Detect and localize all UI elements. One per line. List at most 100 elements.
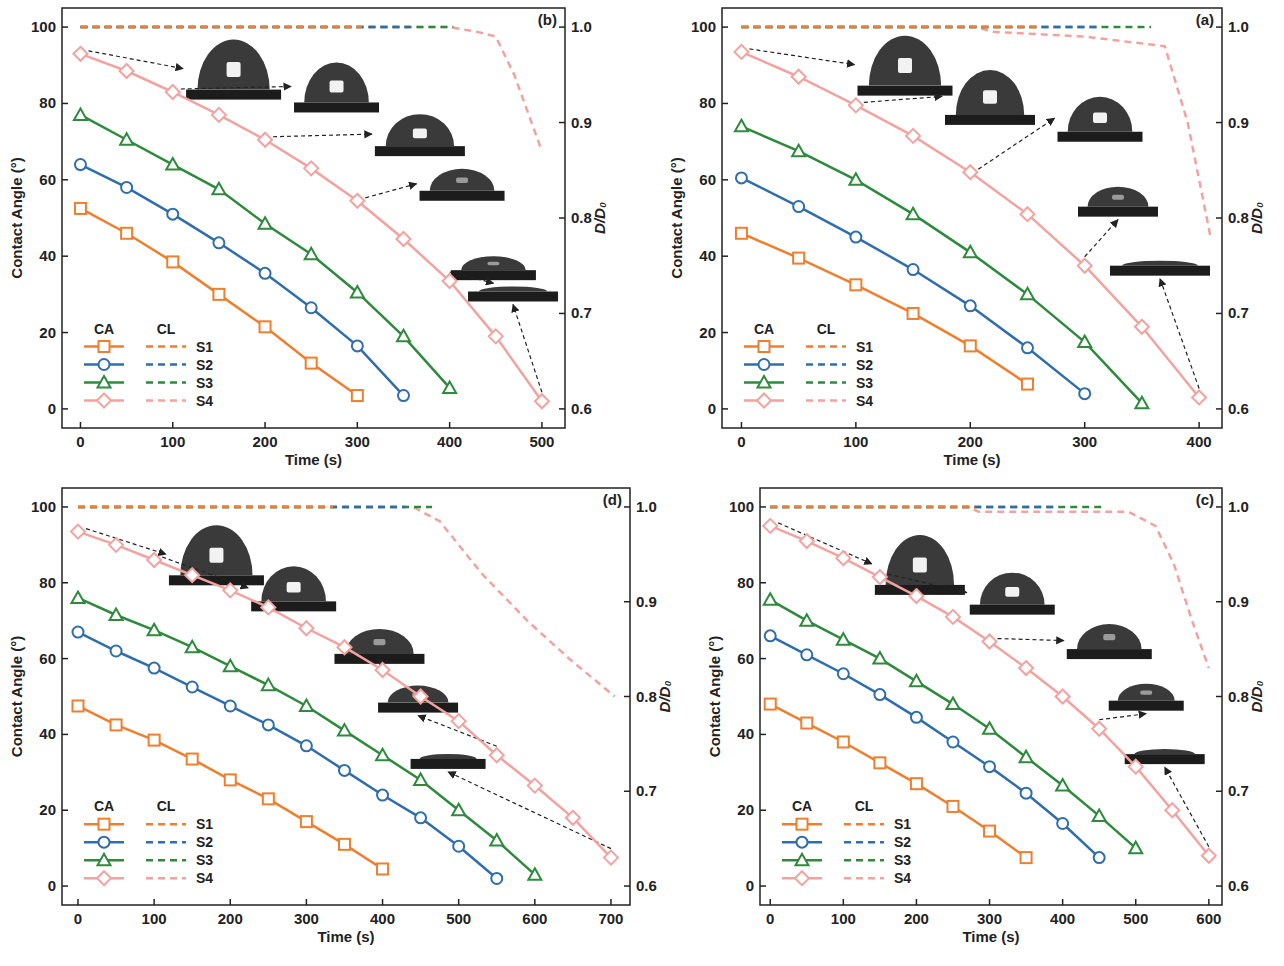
point (225, 774, 236, 785)
point (149, 735, 160, 746)
point (74, 108, 87, 120)
legend-label: S2 (894, 834, 911, 850)
ca-line (78, 598, 535, 875)
point (1202, 849, 1216, 863)
y-tick (760, 809, 766, 811)
cl-line (770, 506, 1104, 509)
point (763, 519, 777, 533)
droplet-image (1058, 97, 1143, 142)
ca-line (770, 636, 1099, 858)
droplet-image (186, 40, 281, 100)
point (376, 663, 390, 677)
x-tick (1135, 899, 1137, 905)
droplet (1088, 187, 1149, 207)
point (263, 793, 274, 804)
point (339, 765, 350, 776)
point (351, 286, 364, 298)
point (339, 839, 350, 850)
point (398, 390, 409, 401)
point (120, 64, 134, 78)
cl-line (741, 26, 1041, 29)
point (166, 158, 179, 170)
y2-tick-label: 0.9 (1228, 114, 1249, 131)
legend-marker (795, 871, 809, 885)
cl-line (78, 506, 405, 509)
x-tick (769, 899, 771, 905)
legend-header: CL (817, 321, 836, 337)
point (566, 811, 580, 825)
cl-line (78, 507, 615, 697)
y2-tick (1216, 26, 1222, 28)
point (874, 689, 885, 700)
y2-tick (1216, 408, 1222, 410)
inset-arrow (181, 86, 291, 89)
point (110, 608, 123, 620)
ca-line (78, 532, 611, 858)
inset-arrow (86, 529, 166, 555)
ca-line (80, 115, 449, 388)
y-tick (62, 103, 68, 105)
y-tick-label: 100 (31, 18, 56, 35)
point (947, 801, 958, 812)
point (735, 120, 748, 131)
legend-swatch-dashed (806, 345, 846, 348)
point (396, 232, 410, 246)
point (397, 330, 410, 342)
droplet (461, 256, 526, 270)
substrate (378, 703, 458, 713)
point (535, 394, 549, 408)
x-tick (843, 899, 845, 905)
substrate (294, 102, 379, 112)
point (908, 308, 919, 319)
droplet (304, 62, 369, 102)
point (1022, 342, 1033, 353)
point (1079, 388, 1090, 399)
point (983, 635, 997, 649)
droplet (388, 686, 449, 703)
x-tick (382, 899, 384, 905)
legend-marker (97, 871, 111, 885)
point (838, 736, 849, 747)
droplet (980, 573, 1045, 605)
point (223, 583, 237, 597)
droplet-image (378, 686, 458, 713)
point (984, 826, 995, 837)
point (836, 551, 850, 565)
legend-marker (99, 837, 110, 848)
point (1022, 379, 1033, 390)
point (109, 538, 123, 552)
point (301, 816, 312, 827)
y-tick (760, 734, 766, 736)
y2-tick-label: 0.9 (1228, 593, 1249, 610)
y2-tick (559, 122, 565, 124)
y-axis-title: Contact Angle (°) (8, 157, 25, 278)
y-tick (760, 658, 766, 660)
legend-label: S1 (196, 816, 213, 832)
point (1020, 751, 1033, 763)
x-tick (970, 422, 972, 428)
legend-marker (797, 837, 808, 848)
x-tick (80, 422, 82, 428)
cl-line (741, 27, 1210, 237)
point (121, 228, 132, 239)
legend-marker (99, 359, 110, 370)
plot-frame (722, 8, 1222, 428)
point (299, 621, 313, 635)
point (490, 748, 504, 762)
point (604, 851, 618, 865)
droplet (420, 754, 477, 759)
x-tick-label: 600 (1196, 910, 1221, 927)
panel-letter: (d) (603, 491, 622, 508)
point (964, 246, 977, 258)
x-tick (172, 422, 174, 428)
plot-area (763, 507, 1216, 863)
y2-tick (624, 696, 630, 698)
point (837, 633, 850, 645)
y-tick-label: 0 (48, 877, 56, 894)
point (908, 264, 919, 275)
substrate (858, 86, 953, 96)
point (213, 237, 224, 248)
droplet (197, 40, 269, 90)
x-tick-label: 400 (1187, 433, 1212, 450)
cl-line (770, 506, 1054, 509)
